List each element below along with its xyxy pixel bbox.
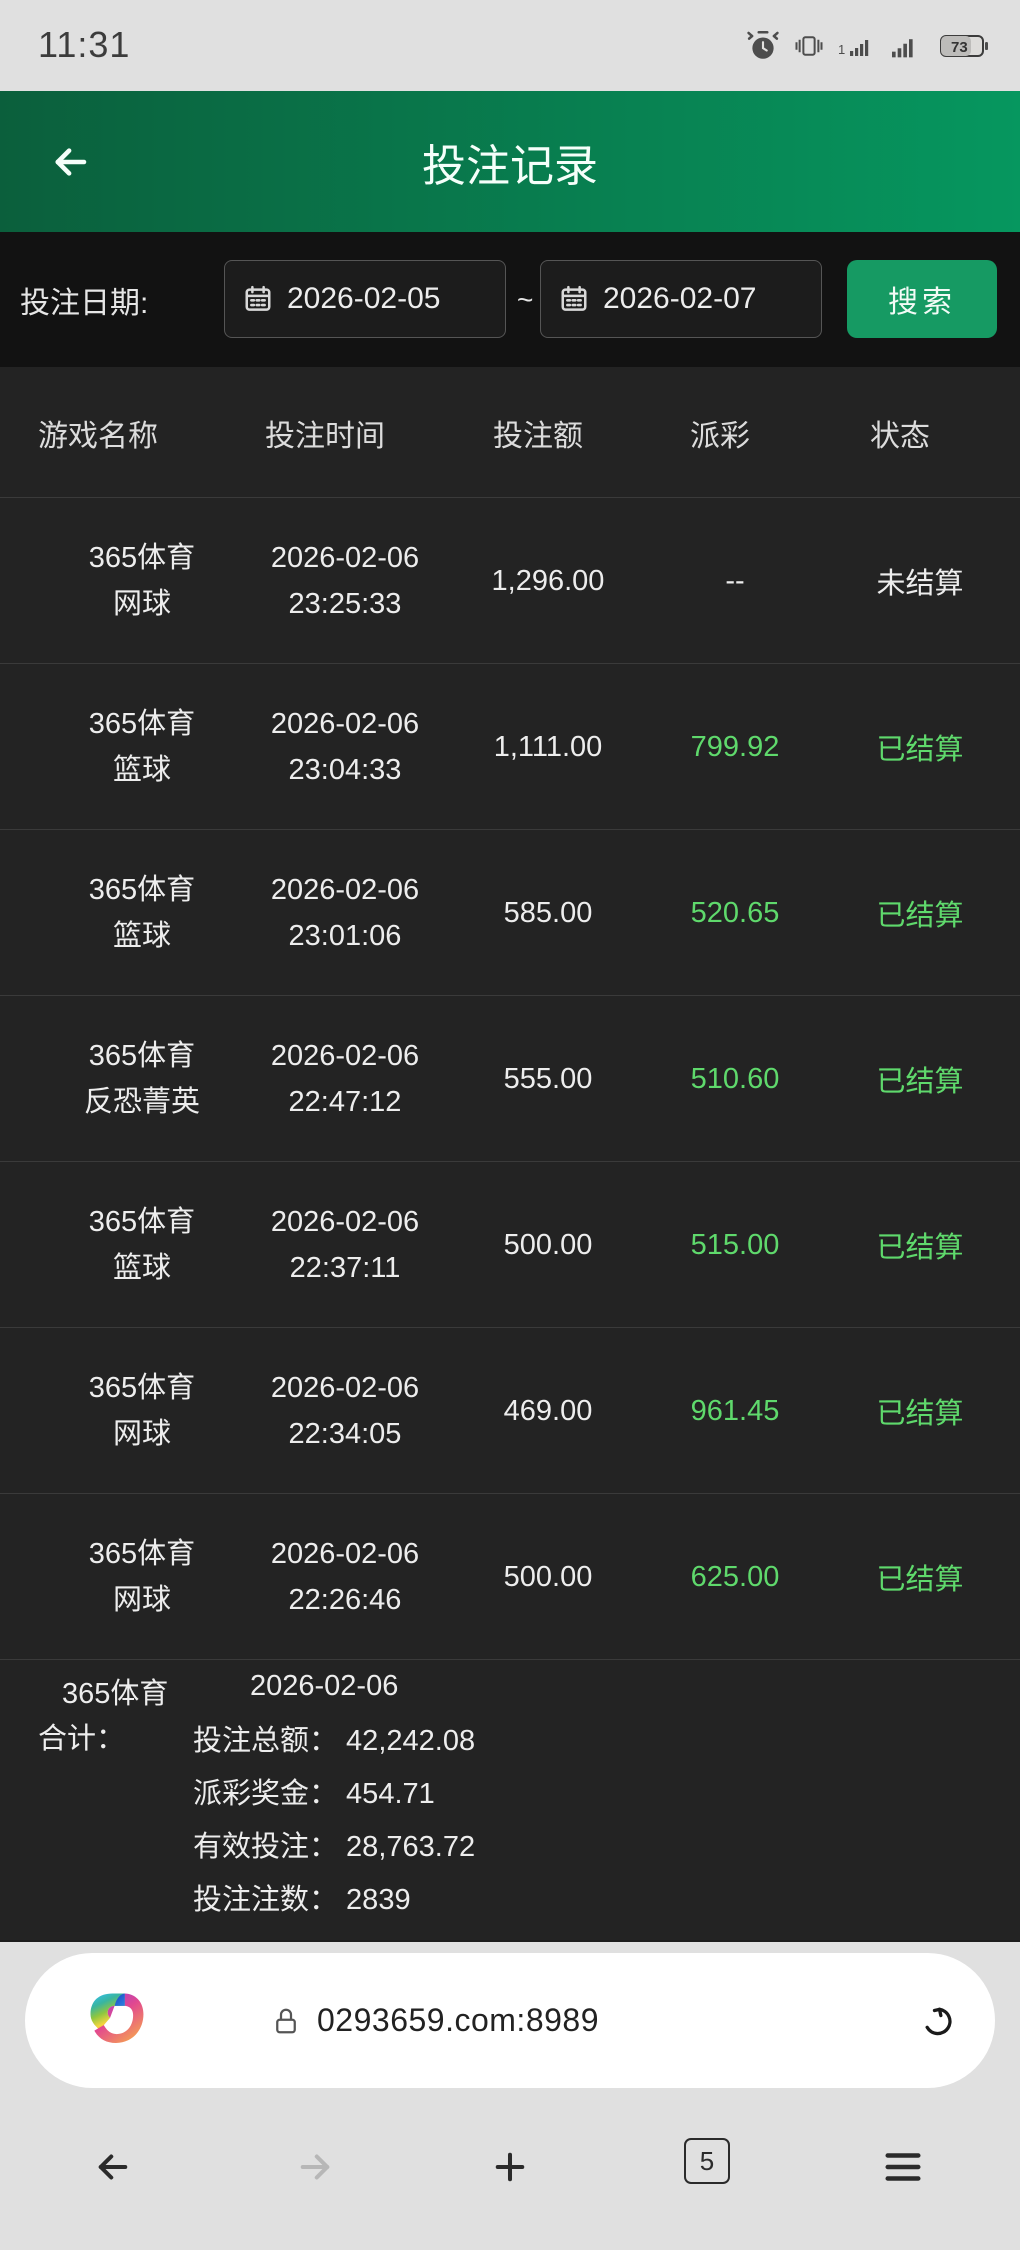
svg-text:73: 73 <box>951 39 968 56</box>
svg-text:1: 1 <box>838 42 845 57</box>
